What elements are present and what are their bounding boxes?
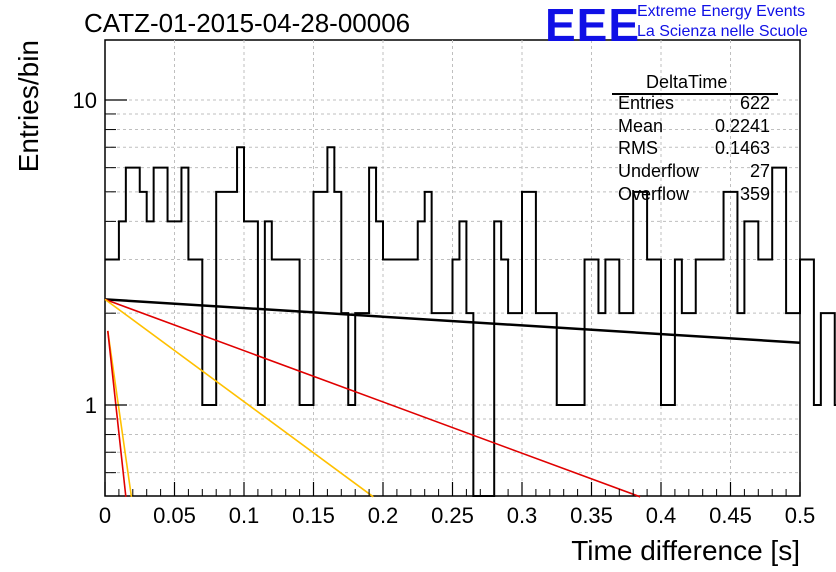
x-tick-label: 0.05 [153,503,196,528]
stats-value: 359 [739,184,770,204]
logo-line-2: La Scienza nelle Scuole [637,23,808,40]
stats-key: Mean [618,116,664,136]
logo-line-1: Extreme Energy Events [637,3,806,20]
x-tick-label: 0.15 [292,503,335,528]
x-tick-label: 0.25 [431,503,474,528]
fit-curve [104,298,641,498]
stats-key: RMS [618,138,658,158]
x-tick-label: 0.45 [709,503,752,528]
stats-key: Overflow [618,184,690,204]
fit-curve [104,298,801,344]
x-tick-label: 0.3 [507,503,538,528]
y-axis-label: Entries/bin [13,40,44,172]
histogram [105,146,836,497]
x-tick-label: 0.5 [785,503,816,528]
stats-value: 27 [749,161,770,181]
stats-box: DeltaTime Entries 622 Mean 0.2241 RMS 0.… [612,72,780,214]
x-tick-label: 0.4 [646,503,677,528]
chart-title: CATZ-01-2015-04-28-00006 [84,8,411,38]
fit-curve [106,330,133,497]
eee-logo: EEE [545,0,641,51]
y-tick-label: 10 [73,88,97,113]
x-tick-label: 0.1 [229,503,260,528]
x-tick-label: 0.35 [570,503,613,528]
fit-curve [106,330,127,497]
fit-curves [104,298,801,498]
fit-curve [104,298,374,498]
stats-key: Underflow [618,161,700,181]
x-tick-label: 0.2 [368,503,399,528]
histogram-outline [105,146,836,497]
x-tick-label: 0 [99,503,111,528]
stats-row-overflow: Overflow 359 [618,184,770,206]
y-tick-label: 1 [85,393,97,418]
x-axis-label: Time difference [s] [571,535,800,566]
stats-title: DeltaTime [646,72,728,92]
stats-row-underflow: Underflow 27 [618,161,770,183]
stats-value: 622 [739,93,770,113]
stats-divider [612,93,778,95]
axes: 0 0.05 0.1 0.15 0.2 0.25 0.3 0.35 0.4 0.45 0.5 1 10 [73,88,816,528]
stats-row-rms: RMS 0.1463 [618,138,770,160]
stats-value: 0.2241 [714,116,770,136]
stats-key: Entries [618,93,675,113]
stats-row-mean: Mean 0.2241 [618,116,770,138]
stats-value: 0.1463 [714,138,770,158]
stats-row-entries: Entries 622 [618,93,770,115]
